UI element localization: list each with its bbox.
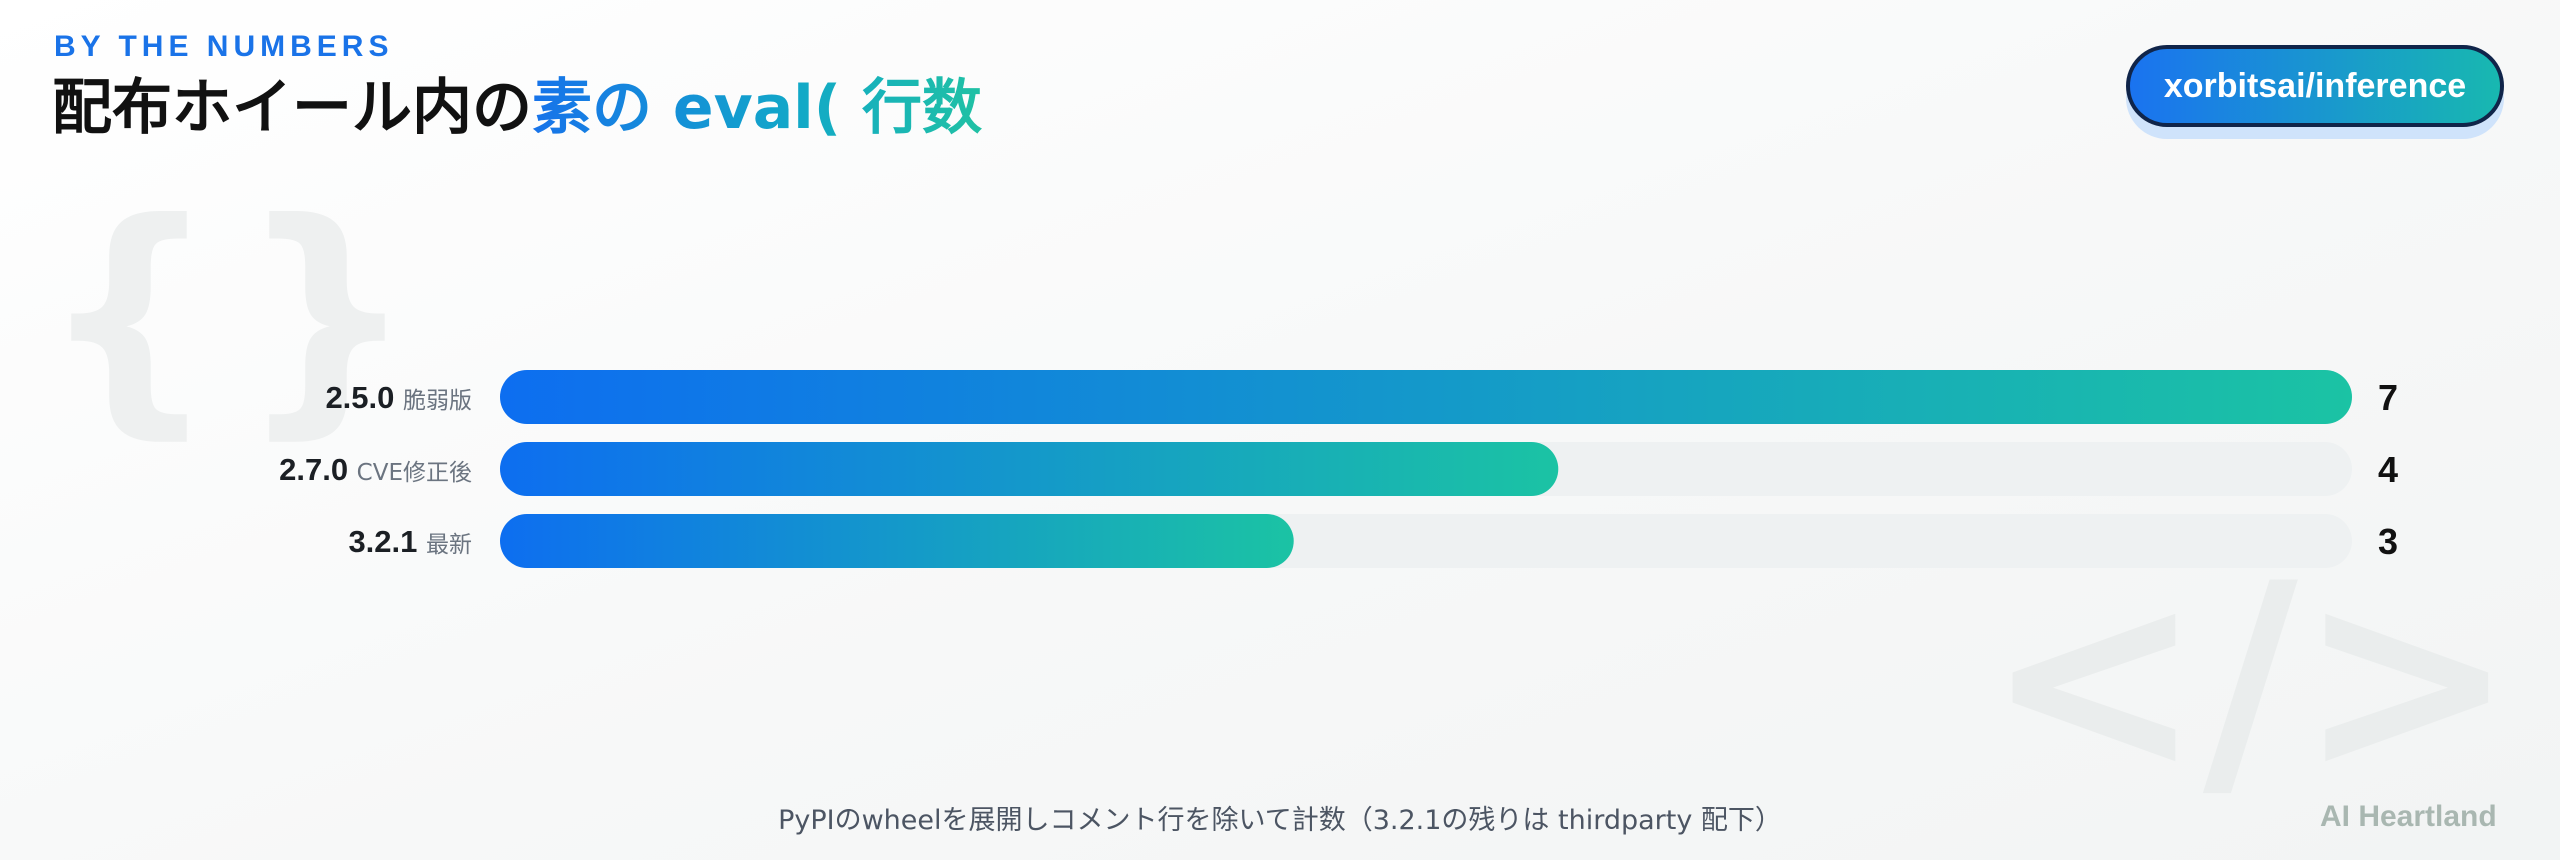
category-note: 最新	[426, 532, 472, 558]
category-note: 脆弱版	[403, 388, 472, 414]
title-plain: 配布ホイール内の	[52, 73, 532, 143]
value-label: 3	[2378, 521, 2398, 562]
footnote: PyPIのwheelを展開しコメント行を除いて計数（3.2.1の残りは thir…	[778, 805, 1782, 836]
category-label: 2.7.0 CVE修正後	[279, 452, 472, 487]
category-label: 2.5.0 脆弱版	[325, 380, 472, 415]
value-label: 4	[2378, 449, 2398, 490]
category-label: 3.2.1 最新	[348, 524, 472, 559]
title-accent: 素の eval( 行数	[532, 73, 983, 143]
category-version: 3.2.1	[348, 524, 426, 559]
section-kicker: BY THE NUMBERS	[54, 30, 394, 63]
code-tag-icon: </>	[1985, 529, 2516, 831]
bar	[500, 442, 1559, 496]
category-version: 2.7.0	[279, 452, 357, 487]
bar	[500, 370, 2352, 424]
page-title: 配布ホイール内の素の eval( 行数	[52, 68, 982, 148]
curly-braces-icon: {}	[40, 169, 436, 460]
value-label: 7	[2378, 377, 2398, 418]
repo-badge: xorbitsai/inference	[2126, 45, 2504, 127]
category-note: CVE修正後	[357, 460, 472, 486]
brand-logo: AI Heartland	[2320, 800, 2497, 833]
bar	[500, 514, 1294, 568]
category-version: 2.5.0	[325, 380, 403, 415]
